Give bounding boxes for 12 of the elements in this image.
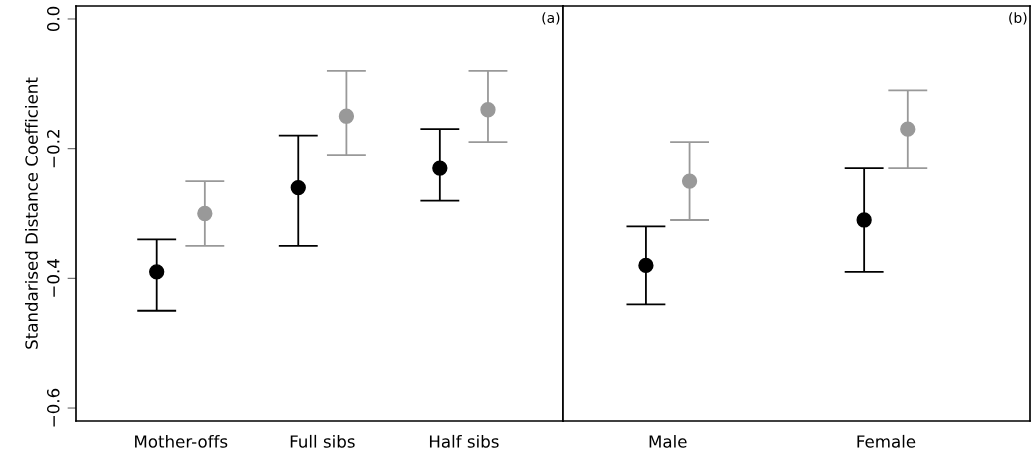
x-tick-label: Female <box>857 434 916 448</box>
x-tick-label: Male <box>649 434 687 448</box>
y-tick-label: −0.4 <box>46 259 60 297</box>
x-tick-label: Mother-offs <box>135 434 228 448</box>
y-tick-label: −0.6 <box>46 388 60 427</box>
y-axis-title: Standarised Distance Coefficient <box>24 77 38 349</box>
annotation: (a) <box>542 12 560 25</box>
x-tick-label: Full sibs <box>290 434 355 448</box>
x-tick-label: Half sibs <box>429 434 499 448</box>
y-tick-label: 0.0 <box>46 6 60 32</box>
y-tick-label: −0.2 <box>46 130 60 168</box>
annotation: (b) <box>1009 12 1027 25</box>
